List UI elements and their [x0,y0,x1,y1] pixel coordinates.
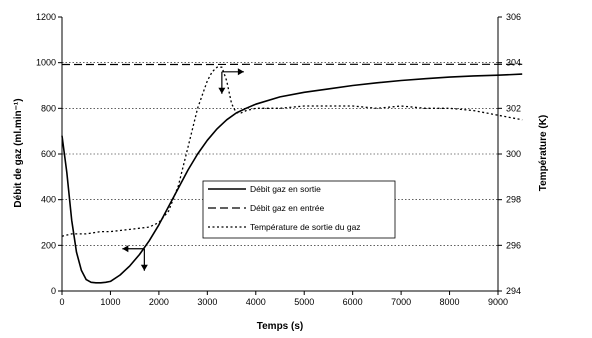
y2-tick-label-3: 300 [506,149,521,159]
x-tick-label-8: 8000 [440,297,460,307]
arrow-head-v-0 [140,264,148,271]
series-line-0 [61,73,523,284]
y-tick-label-1: 200 [41,240,56,250]
annotations [122,68,244,271]
y2-tick-label-0: 294 [506,286,521,296]
arrow-head-v-1 [218,87,226,94]
legend-label-1: Débit gaz en entrée [250,203,324,213]
y-tick-label-6: 1200 [36,12,56,22]
y2-tick-label-6: 306 [506,12,521,22]
y-tick-label-5: 1000 [36,58,56,68]
y-tick-label-0: 0 [51,286,56,296]
axis-arrow-1 [218,68,244,94]
x-tick-label-0: 0 [59,297,64,307]
arrow-head-h-0 [122,245,129,253]
tick-labels: 0 1000 2000 3000 4000 5000 6000 7000 8000 9000 0 20… [36,12,521,307]
axis-arrow-0 [122,245,148,271]
legend: Débit gaz en sortie Débit gaz en entrée … [202,180,396,239]
y-tick-label-3: 600 [41,149,56,159]
y-axis-title: Débit de gaz (ml.min⁻¹) [13,98,24,207]
axes [58,16,502,295]
x-tick-label-4: 4000 [246,297,266,307]
x-tick-label-7: 7000 [391,297,411,307]
series-layer [61,63,523,284]
legend-label-0: Débit gaz en sortie [250,184,321,194]
y2-tick-label-1: 296 [506,240,521,250]
y2-tick-label-4: 302 [506,103,521,113]
y2-tick-label-5: 304 [506,58,521,68]
y2-axis-title: Température (K) [538,115,549,192]
x-axis-title: Temps (s) [257,321,304,332]
legend-label-2: Température de sortie du gaz [250,222,361,232]
x-tick-label-9: 9000 [488,297,508,307]
x-tick-label-2: 2000 [149,297,169,307]
y-tick-label-4: 800 [41,103,56,113]
legend-box [202,180,396,239]
series-line-2 [61,66,523,237]
x-tick-label-1: 1000 [100,297,120,307]
y2-tick-label-2: 298 [506,195,521,205]
arrow-head-h-1 [237,68,244,76]
x-tick-label-6: 6000 [343,297,363,307]
x-tick-label-3: 3000 [197,297,217,307]
y-tick-label-2: 400 [41,195,56,205]
x-tick-label-5: 5000 [294,297,314,307]
